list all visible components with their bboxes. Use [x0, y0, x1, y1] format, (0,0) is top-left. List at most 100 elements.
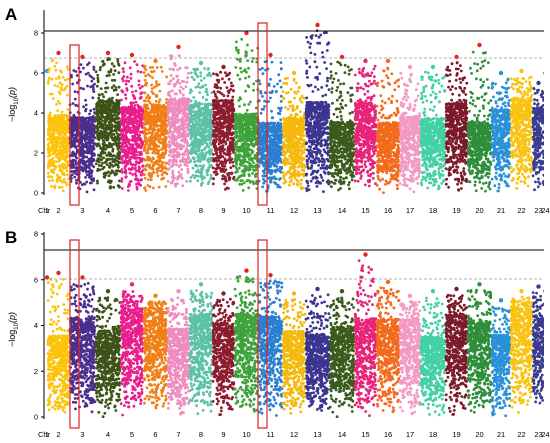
- snp-point: [203, 106, 206, 110]
- snp-point: [90, 161, 93, 165]
- snp-point: [56, 156, 60, 160]
- snp-point: [237, 51, 240, 55]
- snp-point: [86, 160, 89, 163]
- snp-point: [251, 138, 255, 142]
- snp-point: [161, 138, 164, 142]
- snp-point: [52, 124, 56, 127]
- snp-point: [145, 105, 149, 109]
- snp-point: [181, 135, 185, 138]
- snp-point: [67, 177, 70, 181]
- snp-point: [178, 124, 182, 128]
- snp-point: [180, 168, 184, 171]
- snp-point: [89, 146, 93, 150]
- snp-point: [82, 87, 85, 91]
- snp-point: [191, 166, 195, 170]
- snp-point: [190, 89, 194, 93]
- snp-point: [239, 174, 243, 178]
- snp-point: [146, 73, 150, 76]
- snp-point: [234, 46, 238, 50]
- snp-point: [192, 141, 196, 145]
- snp-point: [90, 120, 94, 123]
- snp-point: [234, 161, 238, 164]
- snp-point: [211, 166, 215, 170]
- snp-point: [115, 137, 118, 141]
- chromosome-8-top-snp: [198, 60, 204, 66]
- snp-point: [170, 165, 173, 168]
- snp-point: [134, 100, 138, 104]
- snp-point: [153, 146, 156, 149]
- snp-point: [53, 84, 57, 87]
- snp-point: [97, 96, 100, 100]
- snp-point: [159, 169, 162, 173]
- snp-point: [65, 120, 69, 123]
- snp-point: [245, 125, 248, 129]
- snp-point: [214, 127, 218, 130]
- snp-point: [58, 150, 62, 154]
- snp-point: [48, 179, 51, 183]
- snp-point: [216, 106, 220, 110]
- snp-point: [190, 75, 194, 79]
- snp-point: [184, 85, 188, 88]
- snp-point: [62, 122, 65, 126]
- snp-point: [240, 70, 243, 74]
- snp-point: [160, 163, 164, 167]
- snp-point: [148, 185, 152, 189]
- snp-point: [175, 163, 178, 167]
- snp-point: [201, 85, 205, 89]
- snp-point: [154, 114, 157, 118]
- snp-point: [120, 170, 124, 174]
- snp-point: [116, 147, 120, 151]
- snp-point: [189, 176, 193, 179]
- snp-point: [181, 93, 185, 97]
- snp-point: [223, 117, 227, 121]
- snp-point: [185, 134, 189, 137]
- snp-point: [189, 179, 192, 183]
- snp-point: [237, 166, 241, 170]
- snp-point: [135, 136, 139, 140]
- snp-point: [131, 173, 135, 176]
- snp-point: [66, 161, 70, 165]
- snp-point: [212, 129, 216, 133]
- snp-point: [124, 141, 128, 145]
- snp-point: [59, 88, 63, 92]
- snp-point: [89, 181, 92, 185]
- snp-point: [231, 144, 234, 147]
- snp-point: [150, 87, 154, 90]
- snp-point: [243, 68, 247, 72]
- snp-point: [247, 103, 251, 106]
- snp-point: [178, 66, 182, 70]
- snp-point: [100, 113, 104, 116]
- snp-point: [59, 86, 63, 90]
- snp-point: [212, 145, 216, 148]
- snp-point: [185, 164, 189, 168]
- snp-point: [92, 124, 96, 127]
- snp-point: [181, 96, 184, 100]
- snp-point: [185, 179, 189, 183]
- snp-point: [240, 113, 244, 117]
- snp-point: [128, 118, 132, 121]
- snp-point: [238, 138, 242, 142]
- chromosome-9-top-snp: [221, 64, 226, 70]
- snp-point: [113, 158, 117, 161]
- snp-point: [53, 186, 57, 190]
- snp-point: [194, 123, 198, 126]
- snp-point: [54, 77, 58, 80]
- snp-point: [142, 168, 146, 171]
- snp-point: [236, 153, 240, 157]
- snp-point: [211, 182, 215, 186]
- snp-point: [96, 169, 99, 173]
- chromosome-6-points: [142, 64, 169, 192]
- snp-point: [212, 122, 215, 125]
- snp-point: [133, 104, 137, 107]
- snp-point: [186, 76, 190, 80]
- snp-point: [207, 145, 211, 149]
- snp-point: [50, 164, 54, 168]
- snp-point: [234, 123, 238, 127]
- snp-point: [221, 122, 225, 125]
- snp-point: [200, 149, 204, 153]
- snp-point: [205, 173, 209, 177]
- snp-point: [105, 74, 109, 78]
- snp-point: [98, 123, 102, 126]
- snp-point: [135, 63, 139, 67]
- snp-point: [75, 166, 78, 169]
